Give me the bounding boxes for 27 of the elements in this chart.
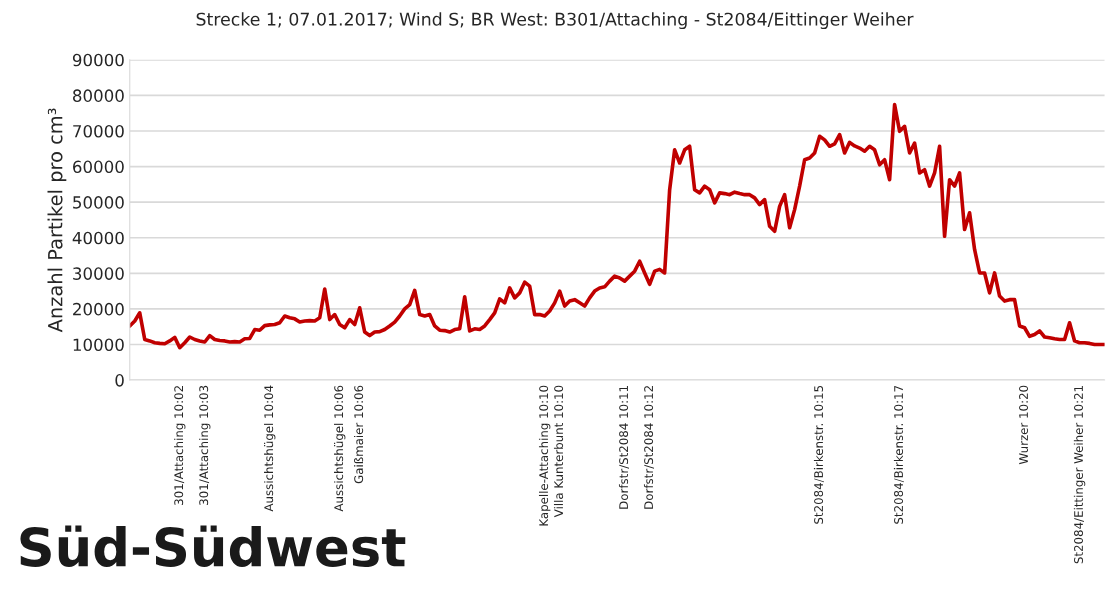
y-tick-label: 70000: [73, 124, 124, 138]
y-tick-label: 50000: [73, 196, 124, 209]
y-tick-label: 0: [115, 374, 124, 387]
x-tick-label: Kapelle-Attaching 10:10: [538, 385, 551, 526]
y-tick-label: 90000: [72, 53, 124, 67]
x-tick-label: Aussichtshügel 10:06: [334, 385, 346, 512]
x-tick-label: Villa Kunterbunt 10:10: [553, 385, 564, 518]
x-tick-label: Aussichtshügel 10:04: [264, 385, 276, 512]
y-tick-label: 40000: [72, 231, 124, 245]
x-tick-label: St2084/Eittinger Weiher 10:21: [1073, 386, 1086, 564]
y-tick-label: 10000: [73, 338, 124, 352]
y-tick-label: 60000: [73, 160, 124, 174]
y-axis-title: Anzahl Partikel pro cm³: [47, 108, 67, 333]
x-tick-label: Wurzer 10:20: [1019, 385, 1029, 465]
x-tick-label: St2084/Birkenstr. 10:15: [813, 385, 824, 524]
y-tick-label: 20000: [73, 302, 124, 316]
x-tick-label: 301/Attaching 10:02: [174, 386, 186, 505]
chart-title: Strecke 1; 07.01.2017; Wind S; BR West: B301/Attaching - St2084/Eittinger Weiher: [196, 12, 914, 30]
x-tick-label: St2084/Birkenstr. 10:17: [893, 385, 904, 524]
x-tick-label: Dorfstr/St2084 10:12: [643, 386, 655, 509]
x-tick-label: Dorfstr/St2084 10:11: [618, 386, 630, 509]
x-tick-label: Gaißmaier 10:06: [354, 385, 364, 484]
line-series: [129, 102, 1105, 350]
text: Süd-Südwest: [20, 525, 406, 567]
x-tick-label: 301/Attaching 10:03: [199, 385, 211, 505]
y-tick-label: 80000: [73, 89, 124, 102]
y-tick-label: 30000: [73, 267, 124, 280]
